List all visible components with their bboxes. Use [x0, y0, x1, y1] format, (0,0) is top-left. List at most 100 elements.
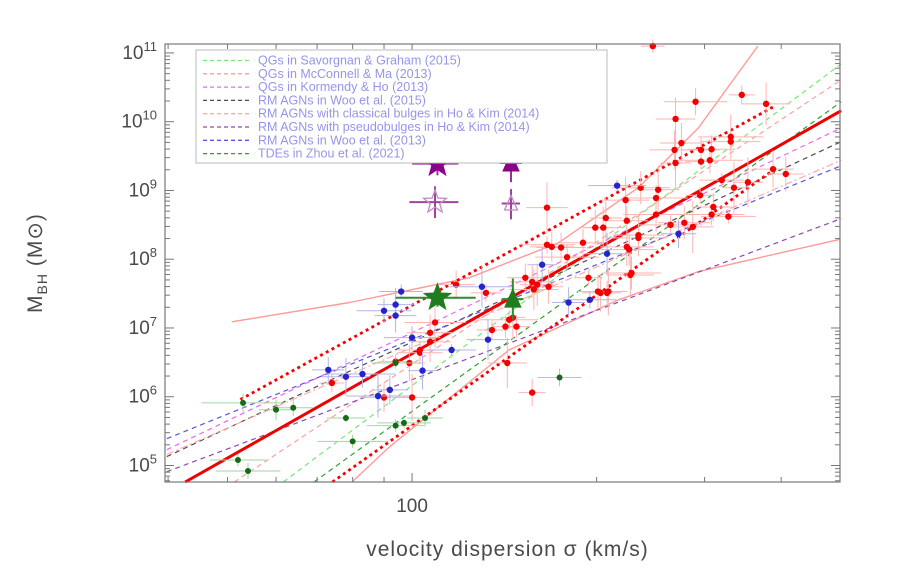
- rm-agn-red-point: [548, 243, 555, 251]
- line-conf_upper: [231, 45, 759, 323]
- rm-agn-red-point: [696, 192, 704, 199]
- rm-agn-blue-point: [342, 373, 350, 380]
- rm-agn-blue-point: [538, 261, 546, 268]
- rm-agn-red-point: [543, 241, 551, 248]
- rm-agn-red-point: [416, 349, 424, 356]
- fit-lines: [166, 45, 842, 484]
- rm-agn-red-point: [502, 323, 509, 330]
- rm-agn-red-point: [504, 359, 511, 367]
- rm-agn-red-point: [408, 394, 416, 401]
- legend-label-hokim_pseudo: RM AGNs with pseudobulges in Ho & Kim (2…: [258, 120, 530, 134]
- rm-agn-red-point: [706, 157, 714, 164]
- rm-agn-red-point: [522, 274, 529, 281]
- legend-label-savorgnan: QGs in Savorgnan & Graham (2015): [258, 54, 461, 68]
- rm-agn-red-point: [605, 288, 612, 295]
- rm-agn-blue-point: [408, 334, 416, 341]
- tde-green-point: [273, 406, 280, 413]
- x-tick-label-100: 100: [396, 496, 428, 517]
- rm-agn-red-point: [672, 159, 679, 167]
- rm-agn-red-point: [689, 223, 696, 231]
- rm-agn-red-point: [530, 286, 538, 293]
- axes: [164, 43, 841, 483]
- rm-agn-red-point: [628, 269, 635, 277]
- line-fit_scatter_hi: [239, 105, 775, 401]
- rm-agn-red-point: [513, 323, 520, 330]
- rm-agn-red-point: [782, 170, 790, 178]
- rm-agn-red-point: [426, 338, 434, 345]
- line-conf_lower: [351, 238, 841, 483]
- rm-agn-red-point: [652, 194, 660, 202]
- tde-green-point: [392, 422, 399, 429]
- y-axis-title: MBH (M⊙): [24, 213, 50, 313]
- plot-frame: [164, 43, 841, 483]
- line-fit_scatter_lo: [331, 168, 775, 484]
- rm-agn-red-point: [635, 234, 642, 242]
- line-savorgnan: [282, 63, 842, 483]
- rm-agn-red-point: [380, 394, 388, 401]
- rm-agn-red-point: [431, 319, 439, 326]
- rm-agn-red-point: [730, 184, 738, 191]
- rm-agn-blue-point: [398, 288, 405, 295]
- rm-agn-red-point: [579, 239, 587, 246]
- tde-green-point: [349, 438, 356, 445]
- rm-agn-red-point: [585, 274, 592, 281]
- rm-agn-blue-point: [565, 299, 572, 306]
- rm-agn-red-point: [654, 186, 662, 193]
- rm-agn-red-point: [708, 211, 715, 218]
- x-axis-title: velocity dispersion σ (km/s): [366, 538, 649, 561]
- tde-green-point: [392, 360, 399, 367]
- tde2-triangle-green: [504, 287, 522, 308]
- rm-agn-red-point: [744, 179, 752, 186]
- rm-agn-red-point: [718, 176, 725, 184]
- rm-agn-red-point: [563, 253, 571, 261]
- rm-agn-red-point: [623, 217, 631, 224]
- rm-agn-blue-point: [325, 366, 332, 374]
- rm-agn-red-point: [543, 204, 551, 211]
- rm-agn-red-point: [594, 288, 602, 295]
- rm-agn-blue-point: [448, 346, 455, 354]
- rm-agn-red-point: [545, 283, 552, 290]
- rm-agn-red-point: [681, 219, 688, 226]
- legend: QGs in Savorgnan & Graham (2015)QGs in M…: [195, 49, 608, 164]
- rm-agn-red-point: [602, 214, 609, 222]
- rm-agn-red-point: [528, 278, 536, 286]
- rm-agn-red-point: [671, 146, 678, 154]
- tde2-triangle-open: [503, 193, 519, 211]
- rm-agn-red-point: [592, 224, 599, 231]
- rm-agn-red-point: [672, 115, 679, 123]
- rm-agn-red-point: [697, 146, 705, 154]
- rm-agn-blue-point: [386, 386, 394, 394]
- rm-agn-red-point: [534, 281, 541, 288]
- y-tick-label-1e9: 109: [129, 176, 157, 201]
- rm-agn-red-point: [708, 146, 715, 153]
- rm-agn-red-point: [667, 221, 674, 229]
- legend-label-zhou_tde: TDEs in Zhou et al. (2021): [258, 147, 405, 161]
- tde-green-point: [234, 456, 241, 463]
- tde-green-point: [245, 467, 252, 474]
- rm-agn-red-points: [328, 42, 790, 401]
- tde-green-point: [342, 415, 349, 422]
- tde-green-point: [290, 404, 297, 411]
- rm-agn-red-point: [482, 289, 490, 297]
- legend-label-hokim_classical: RM AGNs with classical bulges in Ho & Ki…: [258, 107, 539, 121]
- tde-green-points: [234, 360, 563, 474]
- rm-agn-red-point: [710, 203, 717, 211]
- tde1-star-open: [421, 188, 449, 214]
- rm-agn-red-point: [727, 133, 734, 141]
- rm-agn-blue-point: [586, 296, 594, 303]
- tde-green-point: [240, 399, 247, 406]
- rm-agn-red-point: [557, 244, 565, 251]
- rm-agn-blue-point: [380, 307, 388, 314]
- rm-agn-blue-point: [392, 312, 399, 319]
- line-hokim_classical: [166, 159, 842, 456]
- rm-agn-red-point: [623, 243, 631, 251]
- tde-green-point: [400, 419, 407, 426]
- rm-agn-blue-point: [613, 182, 621, 189]
- legend-label-mcconnell: QGs in McConnell & Ma (2013): [258, 67, 432, 81]
- tde1-star-green: [422, 282, 453, 311]
- rm-agn-red-point: [528, 389, 536, 396]
- rm-agn-blue-point: [478, 283, 486, 290]
